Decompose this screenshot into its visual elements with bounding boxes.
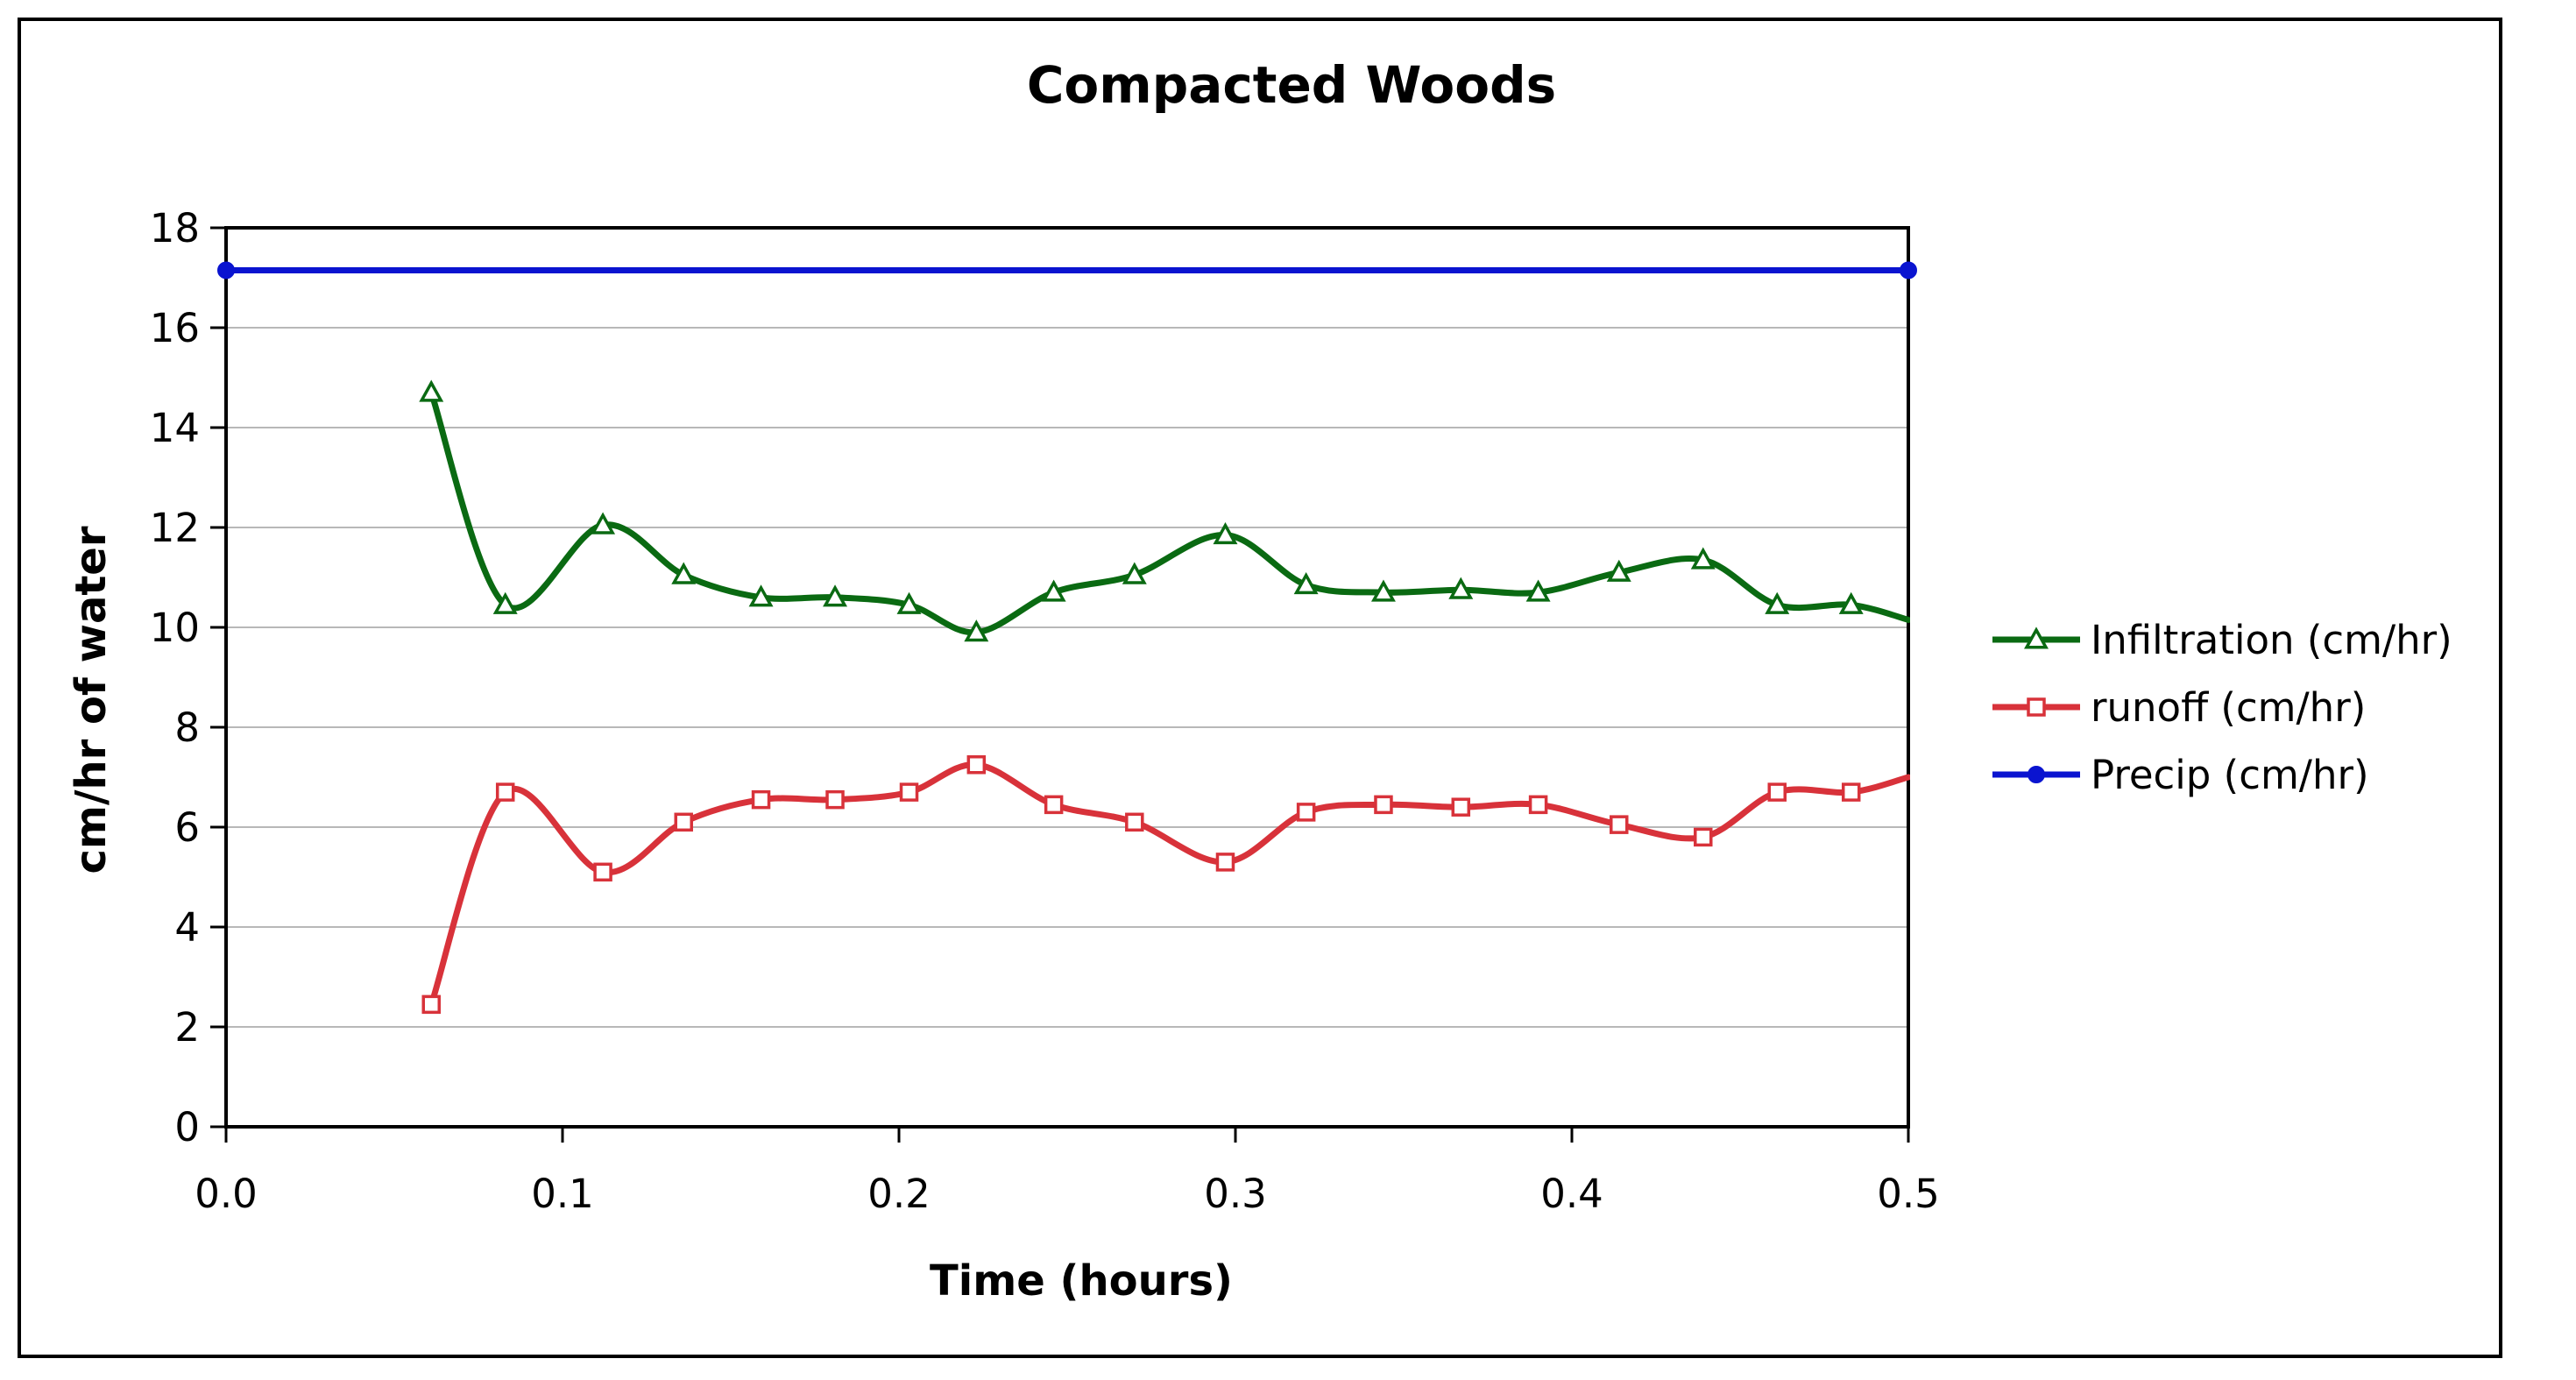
data-point-marker — [751, 789, 771, 810]
data-point-marker — [674, 812, 693, 832]
y-tick-label: 10 — [150, 605, 200, 651]
data-point-marker — [1900, 261, 1917, 280]
series-1 — [421, 755, 1910, 1015]
legend-swatch-marker — [2028, 766, 2045, 783]
y-tick-label: 12 — [150, 505, 200, 551]
chart-canvas: 0 2 4 6 8 10 12 14 16 18 0.0 0.1 0.2 0.3 0.4 0.5 Compac… — [67, 55, 2452, 1306]
y-axis-title: cm/hr of water — [67, 526, 116, 874]
y-tick-label: 2 — [174, 1004, 200, 1051]
data-point-marker — [1041, 579, 1066, 602]
data-point-marker — [419, 379, 444, 402]
x-tick-label: 0.0 — [195, 1171, 258, 1217]
data-point-marker — [966, 755, 987, 775]
y-tick-label: 0 — [174, 1104, 200, 1150]
legend-item-2: Precip (cm/hr) — [1992, 752, 2369, 798]
data-point-marker — [1694, 827, 1713, 847]
data-point-marker — [1525, 579, 1551, 602]
legend-label: Precip (cm/hr) — [2091, 752, 2369, 798]
series-line — [428, 761, 1910, 1008]
data-point-marker — [593, 862, 612, 882]
data-point-marker — [1374, 795, 1393, 815]
data-point-marker — [1610, 815, 1629, 834]
data-point-marker — [1370, 579, 1396, 602]
data-point-marker — [896, 591, 922, 614]
data-point-marker — [1125, 812, 1144, 832]
y-tick-label: 6 — [174, 804, 200, 851]
axes — [210, 226, 1910, 1143]
legend-item-1: runoff (cm/hr) — [1992, 684, 2366, 731]
data-point-marker — [671, 562, 697, 584]
legend-swatch-marker — [2027, 697, 2046, 717]
y-tick-label: 14 — [150, 405, 200, 451]
tick-labels: 0 2 4 6 8 10 12 14 16 18 0.0 0.1 0.2 0.3 0.4 0.5 — [150, 205, 1940, 1217]
data-point-marker — [1841, 782, 1861, 802]
series-2 — [217, 261, 1917, 280]
data-point-marker — [823, 584, 848, 607]
data-point-marker — [1293, 571, 1319, 595]
legend: Infiltration (cm/hr) runoff (cm/hr) Precip… — [1992, 617, 2452, 798]
data-point-marker — [1838, 591, 1864, 614]
chart-title: Compacted Woods — [1027, 55, 1556, 115]
data-point-marker — [421, 994, 441, 1015]
data-point-marker — [1528, 795, 1548, 815]
legend-label: Infiltration (cm/hr) — [2091, 617, 2452, 663]
data-point-marker — [492, 591, 518, 614]
x-tick-label: 0.2 — [867, 1171, 931, 1217]
y-tick-label: 8 — [174, 704, 200, 751]
data-point-marker — [1044, 795, 1064, 815]
data-point-marker — [1122, 562, 1147, 584]
legend-item-0: Infiltration (cm/hr) — [1992, 617, 2452, 663]
y-tick-label: 4 — [174, 904, 200, 951]
data-point-marker — [1213, 521, 1238, 545]
x-tick-label: 0.4 — [1540, 1171, 1603, 1217]
y-tick-label: 18 — [150, 205, 200, 251]
x-tick-label: 0.5 — [1877, 1171, 1940, 1217]
gridlines — [226, 327, 1908, 1028]
series-lines — [217, 261, 1917, 1015]
data-point-marker — [964, 619, 989, 642]
data-point-marker — [1448, 577, 1474, 599]
data-point-marker — [1690, 547, 1716, 570]
series-0 — [419, 379, 1910, 642]
x-axis-title: Time (hours) — [930, 1256, 1233, 1306]
data-point-marker — [899, 782, 919, 802]
data-point-marker — [1765, 591, 1790, 614]
legend-swatch-marker — [2024, 626, 2049, 649]
chart-frame: 0 2 4 6 8 10 12 14 16 18 0.0 0.1 0.2 0.3 0.4 0.5 Compac… — [18, 18, 2502, 1358]
legend-label: runoff (cm/hr) — [2091, 684, 2366, 731]
plot-area-border — [224, 226, 1910, 1129]
y-tick-label: 16 — [150, 305, 200, 351]
data-point-marker — [748, 584, 774, 607]
data-point-marker — [217, 261, 235, 280]
data-point-marker — [825, 789, 845, 810]
data-point-marker — [1451, 797, 1471, 817]
data-point-marker — [1767, 782, 1787, 802]
data-point-marker — [1296, 803, 1316, 822]
series-line — [428, 389, 1910, 636]
data-point-marker — [495, 782, 515, 802]
x-tick-label: 0.1 — [531, 1171, 594, 1217]
data-point-marker — [1215, 853, 1235, 872]
x-tick-label: 0.3 — [1204, 1171, 1267, 1217]
data-point-marker — [591, 512, 616, 534]
data-point-marker — [1606, 559, 1631, 582]
